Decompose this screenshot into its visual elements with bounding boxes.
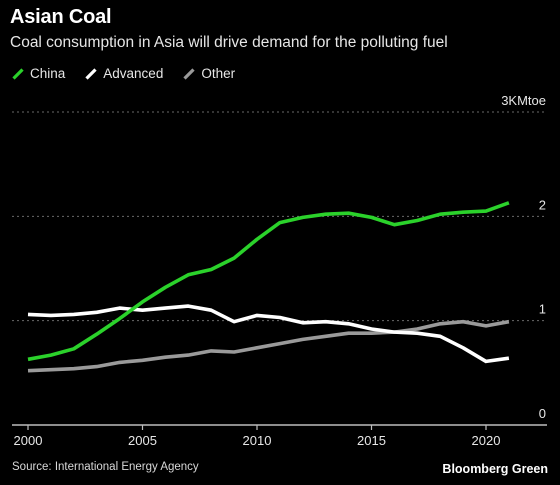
china-legend-swatch-icon [12, 67, 24, 80]
x-tick-label: 2005 [128, 433, 157, 448]
x-tick-label: 2000 [14, 433, 43, 448]
series-line-advanced [27, 304, 510, 364]
x-tick-label: 2010 [243, 433, 272, 448]
legend-item-china: China [12, 66, 65, 81]
brand-logo: Bloomberg Green [442, 462, 548, 476]
other-legend-swatch-icon [183, 67, 195, 80]
legend-label-china: China [30, 66, 66, 81]
chart-subtitle: Coal consumption in Asia will drive dema… [10, 34, 448, 51]
advanced-legend-swatch-icon [85, 67, 97, 80]
y-tick-label: 2 [539, 197, 546, 212]
legend: China Advanced Other [12, 66, 235, 81]
chart-title: Asian Coal [10, 6, 112, 28]
source-note: Source: International Energy Agency [12, 461, 199, 473]
legend-label-other: Other [201, 66, 236, 81]
y-tick-label: 1 [539, 302, 546, 317]
series-line-china [27, 201, 510, 362]
x-tick-label: 2020 [472, 433, 501, 448]
y-tick-label: 0 [539, 406, 546, 421]
x-tick-label: 2015 [357, 433, 386, 448]
legend-label-advanced: Advanced [103, 66, 164, 81]
y-tick-label: 3KMtoe [501, 93, 546, 108]
series-line-other [27, 319, 510, 373]
legend-item-advanced: Advanced [85, 66, 163, 81]
legend-item-other: Other [183, 66, 235, 81]
